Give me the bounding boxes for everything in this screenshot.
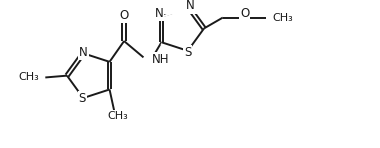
Text: S: S [184, 46, 192, 59]
Text: N: N [154, 7, 163, 20]
Text: CH₃: CH₃ [18, 73, 39, 82]
Text: O: O [119, 9, 129, 22]
Text: S: S [79, 92, 86, 105]
Text: NH: NH [152, 53, 169, 66]
Text: CH₃: CH₃ [107, 111, 128, 121]
Text: N: N [79, 46, 88, 59]
Text: CH₃: CH₃ [272, 13, 293, 23]
Text: N: N [186, 0, 195, 12]
Text: O: O [240, 7, 249, 20]
